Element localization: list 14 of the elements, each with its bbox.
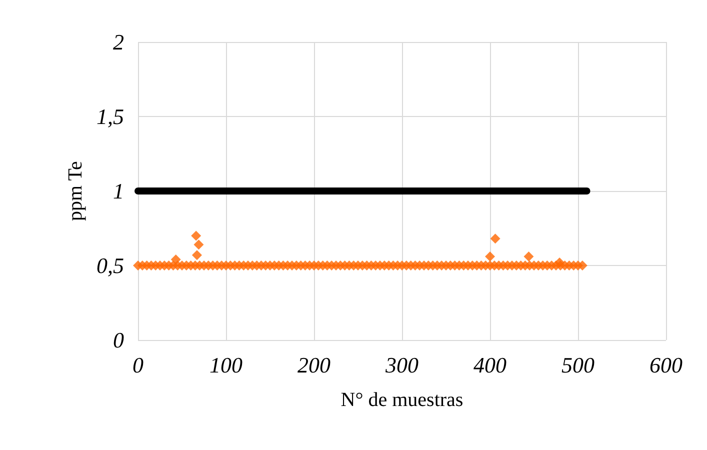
y-tick-label: 0 xyxy=(113,328,124,352)
x-tick-label: 300 xyxy=(384,352,418,378)
x-tick-label: 100 xyxy=(210,352,242,378)
y-tick-label: 1 xyxy=(113,178,124,204)
x-tick-label: 500 xyxy=(562,352,594,378)
y-tick-label: 2 xyxy=(113,30,124,54)
y-tick-label: 1,5 xyxy=(96,104,124,129)
x-tick-label: 0 xyxy=(132,352,144,378)
x-tick-label: 400 xyxy=(474,352,506,378)
x-axis-title: N° de muestras xyxy=(340,389,464,411)
x-tick-label: 200 xyxy=(298,352,330,378)
x-tick-label: 600 xyxy=(650,352,682,378)
y-tick-label: 0,5 xyxy=(96,253,124,278)
y-axis-title: ppm Te xyxy=(64,160,87,221)
